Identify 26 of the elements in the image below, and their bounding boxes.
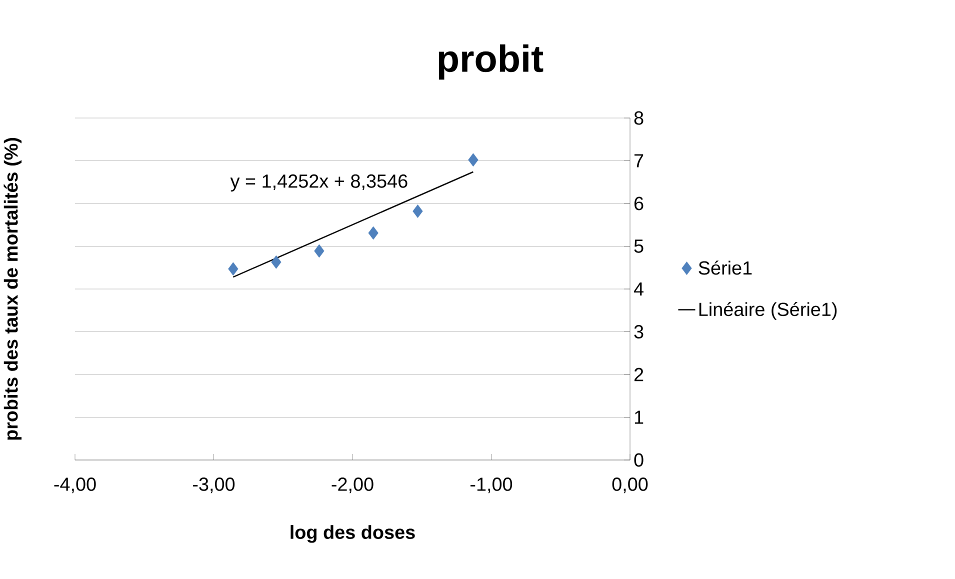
- y-tick-label: 4: [634, 282, 644, 296]
- point: [468, 153, 478, 167]
- y-tick-label: 1: [634, 410, 644, 424]
- x-tick-label: -2,00: [332, 478, 374, 494]
- y-axis-title: probits des taux de mortalités (%): [4, 138, 22, 440]
- point: [368, 226, 378, 240]
- y-tick-label: 8: [634, 111, 644, 125]
- legend-label: Linéaire (Série1): [699, 302, 837, 320]
- annotation: y = 1,4252x + 8,3546: [230, 174, 408, 192]
- y-tick-label: 0: [634, 453, 644, 467]
- y-tick-label: 2: [634, 368, 644, 382]
- y-tick-label: 6: [634, 196, 644, 210]
- x-tick-label: -3,00: [193, 478, 235, 494]
- chart-title: probit: [438, 44, 544, 80]
- point: [271, 255, 282, 269]
- x-tick-label: -1,00: [470, 478, 512, 494]
- point: [228, 262, 238, 276]
- x-tick-label: 0,00: [612, 478, 648, 494]
- y-tick-label: 5: [634, 240, 644, 253]
- legend-label: Série1: [698, 260, 752, 275]
- y-tick-label: 7: [634, 154, 644, 168]
- point: [314, 244, 324, 258]
- x-axis-title: log des doses: [290, 525, 415, 543]
- x-tick-label: -4,00: [54, 478, 96, 494]
- point: [412, 204, 423, 218]
- y-tick-label: 3: [634, 325, 644, 338]
